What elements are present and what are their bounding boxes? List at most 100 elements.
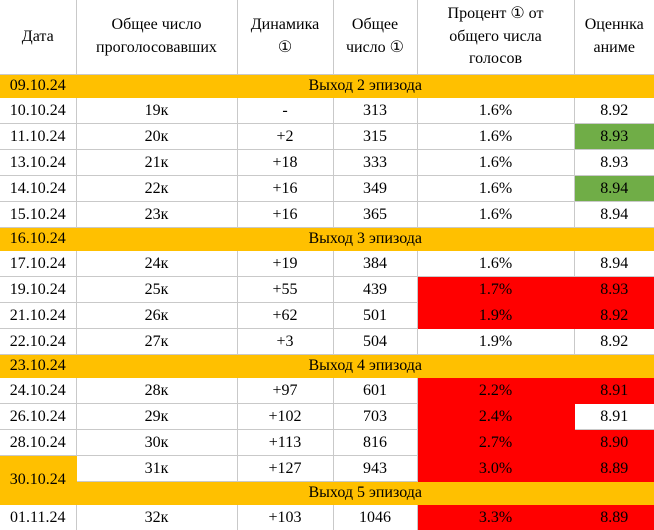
episode-banner[interactable]: Выход 2 эпизода — [76, 75, 654, 98]
delta-cell[interactable]: +55 — [237, 277, 333, 303]
date-cell[interactable]: 14.10.24 — [0, 176, 76, 202]
rating-cell[interactable]: 8.92 — [574, 98, 654, 124]
percent-cell[interactable]: 1.6% — [417, 251, 574, 277]
percent-cell[interactable]: 2.7% — [417, 430, 574, 456]
delta-cell[interactable]: +103 — [237, 505, 333, 530]
date-cell[interactable]: 24.10.24 — [0, 378, 76, 404]
delta-cell[interactable]: +62 — [237, 303, 333, 329]
date-cell[interactable]: 21.10.24 — [0, 303, 76, 329]
delta-cell[interactable]: +127 — [237, 456, 333, 482]
date-cell[interactable]: 28.10.24 — [0, 430, 76, 456]
voters-cell[interactable]: 29к — [76, 404, 237, 430]
date-cell[interactable]: 15.10.24 — [0, 202, 76, 228]
percent-cell[interactable]: 1.7% — [417, 277, 574, 303]
rating-cell[interactable]: 8.89 — [574, 505, 654, 530]
date-cell[interactable]: 23.10.24 — [0, 355, 76, 378]
total-cell[interactable]: 313 — [333, 98, 417, 124]
rating-cell[interactable]: 8.91 — [574, 378, 654, 404]
delta-cell[interactable]: - — [237, 98, 333, 124]
date-cell[interactable]: 13.10.24 — [0, 150, 76, 176]
date-cell[interactable]: 01.11.24 — [0, 505, 76, 530]
col-header-date[interactable]: Дата — [0, 0, 76, 75]
rating-cell[interactable]: 8.94 — [574, 251, 654, 277]
delta-cell[interactable]: +97 — [237, 378, 333, 404]
voters-cell[interactable]: 22к — [76, 176, 237, 202]
percent-cell[interactable]: 1.6% — [417, 176, 574, 202]
delta-cell[interactable]: +3 — [237, 329, 333, 355]
rating-cell[interactable]: 8.93 — [574, 150, 654, 176]
percent-cell[interactable]: 2.4% — [417, 404, 574, 430]
total-cell[interactable]: 439 — [333, 277, 417, 303]
rating-cell[interactable]: 8.92 — [574, 329, 654, 355]
total-cell[interactable]: 384 — [333, 251, 417, 277]
header-row: Дата Общее число проголосовавших Динамик… — [0, 0, 654, 75]
delta-cell[interactable]: +19 — [237, 251, 333, 277]
table-row: 21.10.24 26к +62 501 1.9% 8.92 — [0, 303, 654, 329]
total-cell[interactable]: 365 — [333, 202, 417, 228]
rating-cell[interactable]: 8.90 — [574, 430, 654, 456]
voters-cell[interactable]: 19к — [76, 98, 237, 124]
voters-cell[interactable]: 31к — [76, 456, 237, 482]
episode-banner[interactable]: Выход 5 эпизода — [76, 482, 654, 505]
total-cell[interactable]: 943 — [333, 456, 417, 482]
percent-cell[interactable]: 1.9% — [417, 303, 574, 329]
episode-banner[interactable]: Выход 3 эпизода — [76, 228, 654, 251]
percent-cell[interactable]: 3.0% — [417, 456, 574, 482]
episode-banner[interactable]: Выход 4 эпизода — [76, 355, 654, 378]
date-cell-merged[interactable]: 30.10.24 — [0, 456, 76, 505]
col-header-total-voters[interactable]: Общее число проголосовавших — [76, 0, 237, 75]
rating-cell[interactable]: 8.94 — [574, 176, 654, 202]
percent-cell[interactable]: 1.6% — [417, 98, 574, 124]
date-cell[interactable]: 26.10.24 — [0, 404, 76, 430]
voters-cell[interactable]: 21к — [76, 150, 237, 176]
rating-cell[interactable]: 8.91 — [574, 404, 654, 430]
total-cell[interactable]: 349 — [333, 176, 417, 202]
col-header-percent[interactable]: Процент ① от общего числа голосов — [417, 0, 574, 75]
voters-cell[interactable]: 24к — [76, 251, 237, 277]
percent-cell[interactable]: 3.3% — [417, 505, 574, 530]
percent-cell[interactable]: 1.6% — [417, 202, 574, 228]
date-cell[interactable]: 22.10.24 — [0, 329, 76, 355]
date-cell[interactable]: 09.10.24 — [0, 75, 76, 98]
total-cell[interactable]: 1046 — [333, 505, 417, 530]
total-cell[interactable]: 703 — [333, 404, 417, 430]
total-cell[interactable]: 504 — [333, 329, 417, 355]
percent-cell[interactable]: 1.6% — [417, 150, 574, 176]
percent-cell[interactable]: 2.2% — [417, 378, 574, 404]
delta-cell[interactable]: +102 — [237, 404, 333, 430]
delta-cell[interactable]: +2 — [237, 124, 333, 150]
date-cell[interactable]: 19.10.24 — [0, 277, 76, 303]
date-cell[interactable]: 17.10.24 — [0, 251, 76, 277]
delta-cell[interactable]: +16 — [237, 176, 333, 202]
rating-cell[interactable]: 8.92 — [574, 303, 654, 329]
col-header-total-count[interactable]: Общее число ① — [333, 0, 417, 75]
total-cell[interactable]: 315 — [333, 124, 417, 150]
date-cell[interactable]: 16.10.24 — [0, 228, 76, 251]
rating-cell[interactable]: 8.93 — [574, 277, 654, 303]
voters-cell[interactable]: 32к — [76, 505, 237, 530]
voters-cell[interactable]: 26к — [76, 303, 237, 329]
percent-cell[interactable]: 1.6% — [417, 124, 574, 150]
voters-cell[interactable]: 25к — [76, 277, 237, 303]
table-row: 14.10.24 22к +16 349 1.6% 8.94 — [0, 176, 654, 202]
percent-cell[interactable]: 1.9% — [417, 329, 574, 355]
voters-cell[interactable]: 27к — [76, 329, 237, 355]
delta-cell[interactable]: +18 — [237, 150, 333, 176]
total-cell[interactable]: 501 — [333, 303, 417, 329]
total-cell[interactable]: 333 — [333, 150, 417, 176]
rating-cell[interactable]: 8.93 — [574, 124, 654, 150]
delta-cell[interactable]: +113 — [237, 430, 333, 456]
voters-cell[interactable]: 23к — [76, 202, 237, 228]
delta-cell[interactable]: +16 — [237, 202, 333, 228]
voters-cell[interactable]: 28к — [76, 378, 237, 404]
total-cell[interactable]: 601 — [333, 378, 417, 404]
date-cell[interactable]: 10.10.24 — [0, 98, 76, 124]
col-header-dynamics[interactable]: Динамика ① — [237, 0, 333, 75]
rating-cell[interactable]: 8.94 — [574, 202, 654, 228]
date-cell[interactable]: 11.10.24 — [0, 124, 76, 150]
total-cell[interactable]: 816 — [333, 430, 417, 456]
voters-cell[interactable]: 30к — [76, 430, 237, 456]
col-header-rating[interactable]: Оценнка аниме — [574, 0, 654, 75]
voters-cell[interactable]: 20к — [76, 124, 237, 150]
rating-cell[interactable]: 8.89 — [574, 456, 654, 482]
